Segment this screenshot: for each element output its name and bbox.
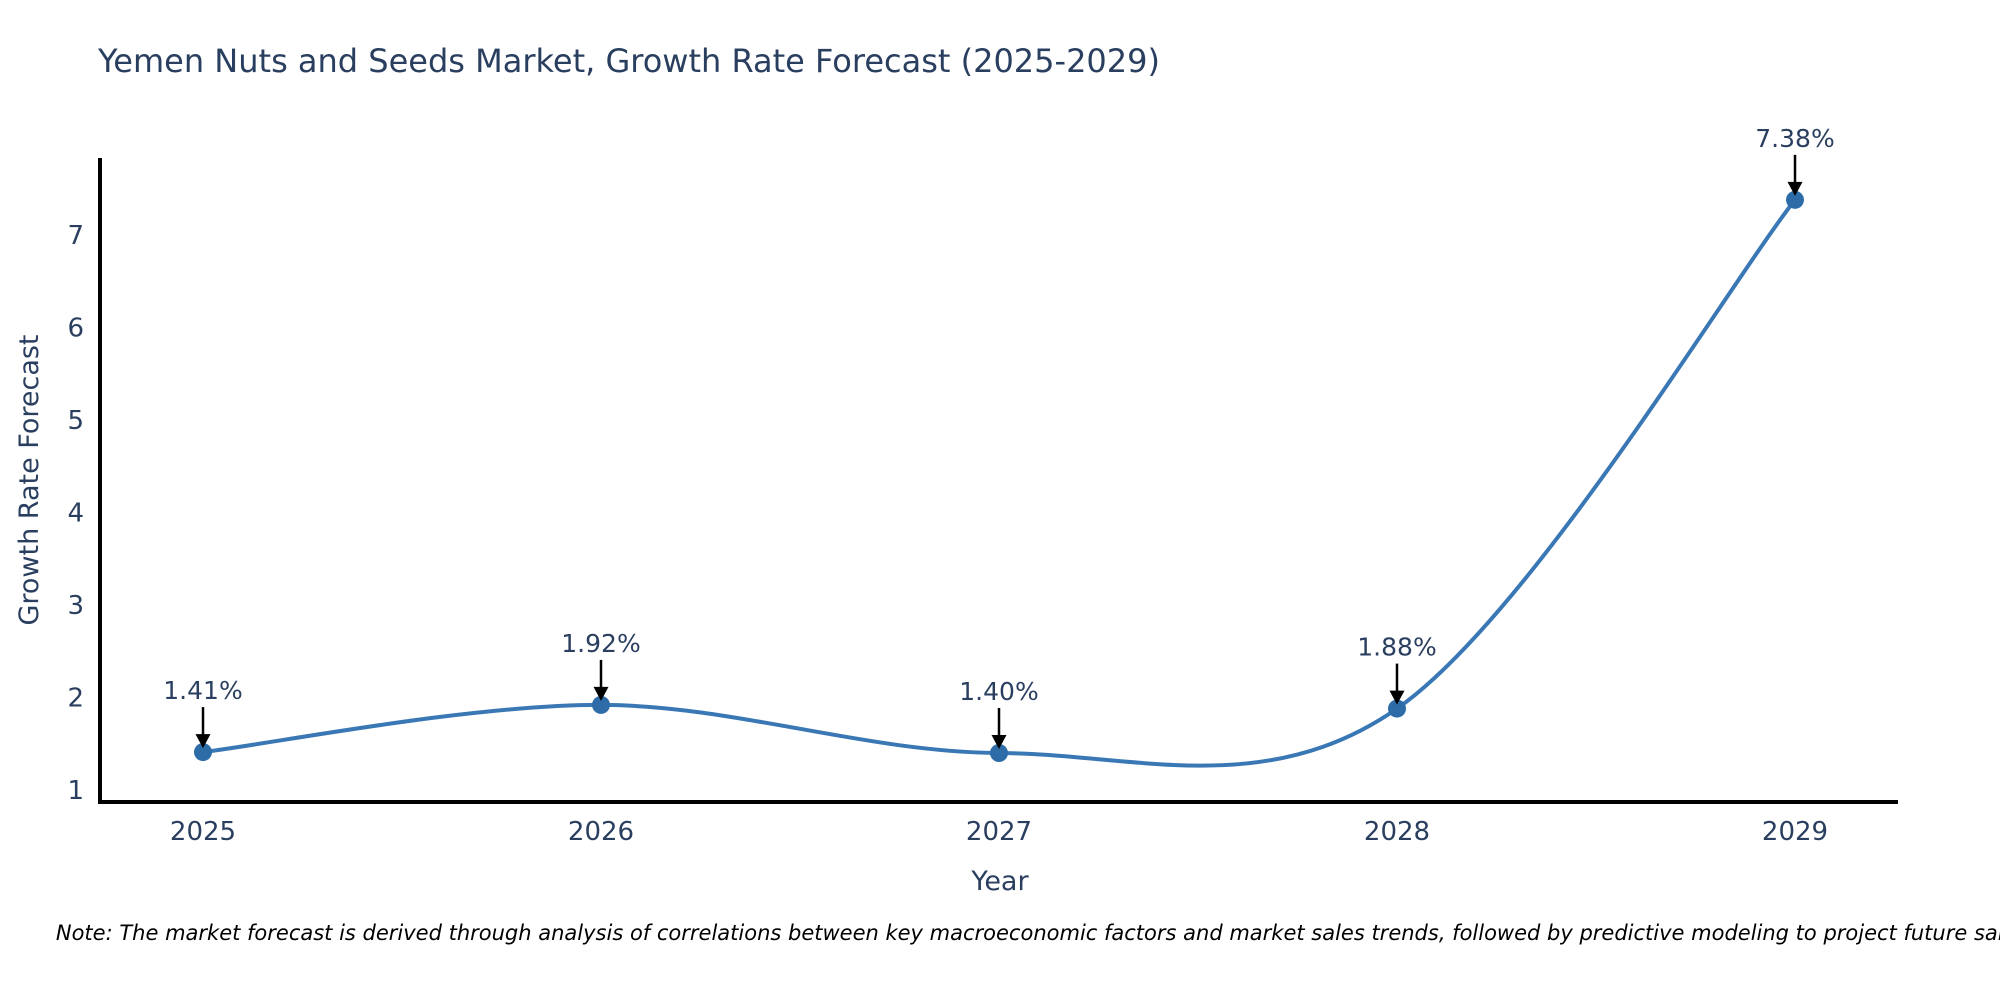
annotation-arrowhead (1389, 690, 1405, 705)
footnote: Note: The market forecast is derived thr… (56, 921, 2000, 945)
point-annotation-2029: 7.38% (1755, 124, 1834, 153)
y-axis-title: Growth Rate Forecast (14, 334, 45, 625)
y-tick-label: 2 (67, 684, 84, 714)
x-tick-label: 2029 (1762, 817, 1828, 847)
point-annotation-2025: 1.41% (163, 676, 242, 705)
data-point-marker-2029[interactable] (1786, 190, 1804, 209)
annotation-arrowhead (593, 686, 609, 701)
y-tick-label: 3 (67, 591, 84, 621)
point-annotation-2027: 1.40% (959, 677, 1038, 706)
x-tick-label: 2026 (568, 817, 634, 847)
x-axis-title: Year (970, 866, 1029, 897)
y-tick-label: 1 (67, 776, 84, 806)
data-point-marker-2026[interactable] (592, 695, 610, 714)
x-tick-label: 2027 (966, 817, 1032, 847)
series-line (201, 197, 1797, 768)
x-tick-label: 2028 (1364, 817, 1430, 847)
annotation-arrowhead (195, 734, 211, 749)
chart-title: Yemen Nuts and Seeds Market, Growth Rate… (97, 42, 1160, 80)
y-tick-label: 7 (67, 221, 84, 251)
data-point-marker-2025[interactable] (194, 743, 212, 762)
data-point-marker-2027[interactable] (990, 744, 1008, 762)
point-annotation-2028: 1.88% (1357, 633, 1436, 662)
annotation-arrowhead (1787, 181, 1803, 196)
y-tick-label: 5 (67, 406, 84, 436)
point-annotation-2026: 1.92% (561, 629, 640, 658)
data-point-marker-2028[interactable] (1388, 699, 1406, 718)
y-tick-label: 6 (67, 314, 84, 344)
x-tick-label: 2025 (170, 817, 236, 847)
y-tick-label: 4 (67, 499, 84, 529)
plot-area: 1 2 3 4 5 6 7 2025 2026 2027 2028 2029 1.41% 1.92% 1.4… (67, 124, 1898, 847)
annotation-arrowhead (991, 735, 1007, 749)
